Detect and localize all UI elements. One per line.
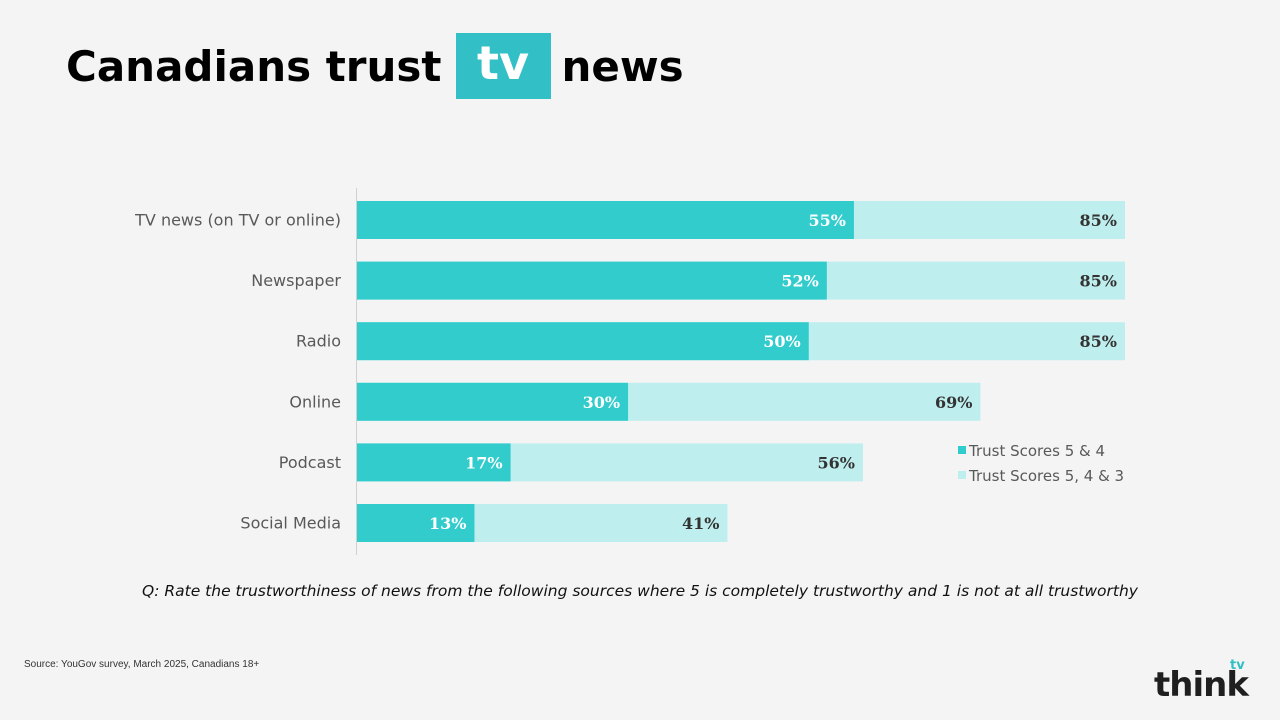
bar-trust-5-4 (357, 504, 475, 542)
title-tv-badge: tv (455, 33, 551, 99)
category-label: Online (289, 392, 341, 411)
category-label: Radio (296, 332, 341, 351)
title-suffix: news (561, 41, 684, 91)
data-label: 69% (935, 393, 972, 412)
legend-label: Trust Scores 5, 4 & 3 (968, 467, 1124, 485)
source-note: Source: YouGov survey, March 2025, Canad… (24, 659, 260, 670)
data-label: 50% (763, 332, 800, 351)
data-label: 41% (682, 514, 719, 533)
data-label: 85% (1080, 211, 1117, 230)
legend-label: Trust Scores 5 & 4 (968, 442, 1105, 460)
survey-question: Q: Rate the trustworthiness of news from… (142, 582, 1138, 600)
title-prefix: Canadians trust (66, 41, 442, 91)
bar-trust-5-4 (357, 201, 854, 239)
data-label: 30% (583, 393, 620, 412)
thinktv-logo: think tv (1154, 658, 1254, 705)
logo-word: think (1154, 665, 1249, 705)
legend-swatch (958, 446, 966, 454)
category-label: Social Media (240, 514, 341, 533)
bar-trust-5-4 (357, 322, 809, 361)
data-label: 85% (1080, 272, 1117, 291)
category-label: Newspaper (251, 271, 341, 290)
legend-swatch (958, 471, 966, 479)
category-label: Podcast (279, 453, 341, 472)
bar-trust-5-4 (357, 261, 827, 300)
data-label: 56% (818, 453, 855, 472)
bar-trust-5-4 (357, 443, 511, 482)
data-label: 17% (465, 453, 502, 472)
logo-sup: tv (1230, 658, 1245, 673)
data-label: 85% (1080, 332, 1117, 351)
data-label: 52% (781, 272, 818, 291)
bar-trust-5-4 (357, 382, 629, 421)
category-label: TV news (on TV or online) (134, 211, 341, 230)
data-label: 13% (429, 514, 466, 533)
data-label: 55% (808, 211, 845, 230)
page-title: Canadians trust tv news (66, 33, 684, 99)
